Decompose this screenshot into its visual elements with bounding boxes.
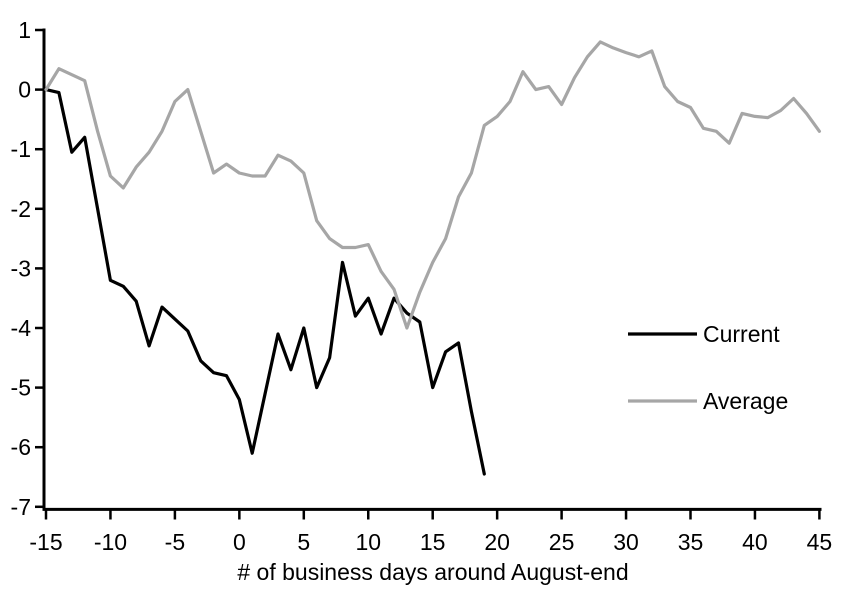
y-tick-label: -7 bbox=[11, 494, 31, 520]
axes: 10-1-2-3-4-5-6-7-15 -10 -5 0 5 10 15 20 25 30 35 40… bbox=[11, 17, 833, 555]
x-tick-label: -5 bbox=[165, 529, 185, 555]
y-tick-label: -6 bbox=[11, 434, 31, 460]
legend: Current Average bbox=[628, 321, 788, 414]
x-tick-label: -10 bbox=[94, 529, 127, 555]
y-tick-label: -1 bbox=[11, 136, 31, 162]
x-tick-label: 0 bbox=[233, 529, 246, 555]
x-tick-label: 45 bbox=[807, 529, 833, 555]
series-line-average bbox=[44, 40, 822, 330]
x-axis-title: # of business days around August-end bbox=[237, 559, 628, 585]
x-tick-label: 5 bbox=[297, 529, 310, 555]
legend-label-current: Current bbox=[703, 321, 780, 347]
series-line-current bbox=[44, 87, 486, 476]
x-tick-label: 10 bbox=[355, 529, 381, 555]
y-tick-label: -5 bbox=[11, 375, 31, 401]
y-tick-label: 1 bbox=[18, 17, 31, 43]
x-tick-label: 40 bbox=[742, 529, 768, 555]
x-tick-label: 20 bbox=[484, 529, 510, 555]
y-tick-label: -2 bbox=[11, 196, 31, 222]
y-tick-label: 0 bbox=[18, 77, 31, 103]
x-tick-label: 15 bbox=[420, 529, 446, 555]
y-tick-label: -4 bbox=[11, 315, 32, 341]
x-tick-label: 30 bbox=[613, 529, 639, 555]
x-tick-label: 25 bbox=[549, 529, 575, 555]
x-tick-label: 35 bbox=[678, 529, 704, 555]
y-tick-label: -3 bbox=[11, 255, 31, 281]
x-tick-label: -15 bbox=[29, 529, 62, 555]
legend-label-average: Average bbox=[703, 388, 788, 414]
series-lines bbox=[44, 40, 822, 476]
